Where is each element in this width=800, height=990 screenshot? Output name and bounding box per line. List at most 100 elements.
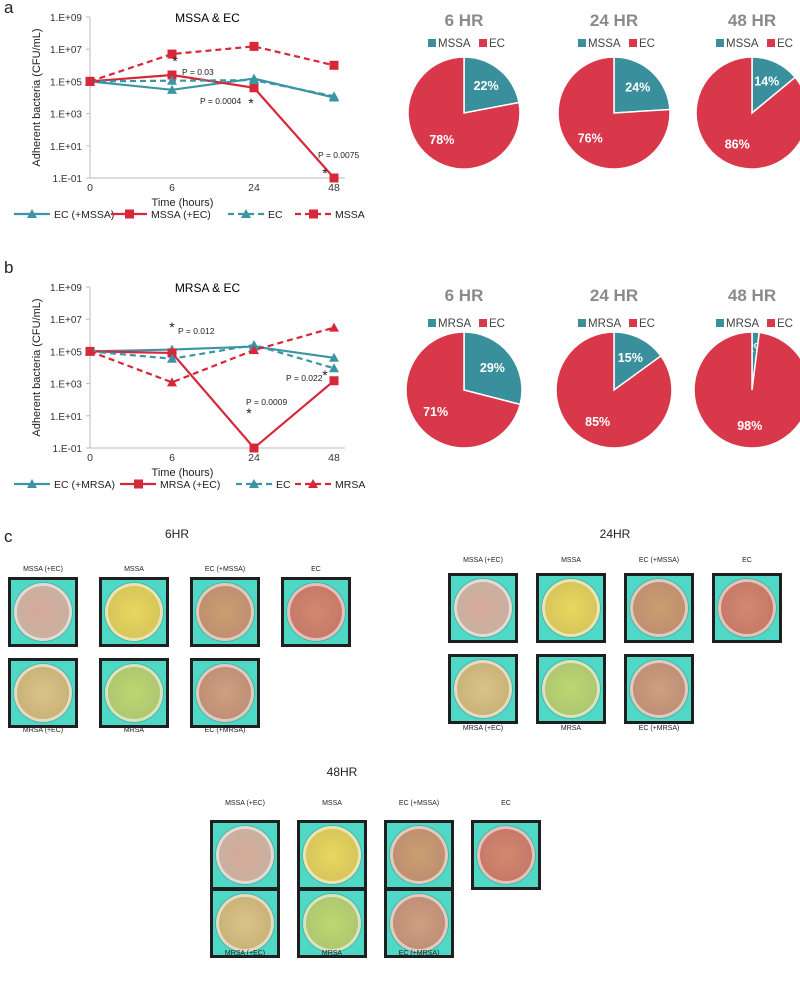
plate-photo xyxy=(281,577,351,647)
y-tick-label: 1.E-01 xyxy=(53,174,83,185)
legend-label: EC xyxy=(777,318,793,330)
legend-label: MSSA xyxy=(335,209,365,221)
legend-swatch xyxy=(428,319,436,327)
plate-photo xyxy=(297,888,367,958)
legend-marker xyxy=(27,479,37,488)
pie-row-mrsa-ec: 6 HR MRSA EC 29% 71% 24 HR MRSA EC 15% 85% 48 HR MR… xyxy=(405,286,800,449)
p-value-annotation: P = 0.022 xyxy=(286,373,323,383)
plate-label: EC (+MRSA) xyxy=(638,725,680,732)
y-tick-label: 1.E+05 xyxy=(50,77,82,88)
data-point xyxy=(249,75,259,85)
legend-marker xyxy=(241,209,251,218)
plate-group-title: 48HR xyxy=(326,765,358,779)
pie-data-label: 71% xyxy=(423,405,448,419)
plate-label: MSSA xyxy=(322,800,342,807)
pie-data-label: 22% xyxy=(474,79,499,93)
legend-label: EC xyxy=(639,318,655,330)
legend-marker xyxy=(309,209,318,219)
legend-swatch xyxy=(629,39,637,47)
plate-group-title: 6HR xyxy=(164,527,189,541)
plate-label: MRSA (+EC) xyxy=(462,725,504,732)
legend-label: MSSA xyxy=(438,38,471,50)
legend-label: MRSA xyxy=(335,479,365,491)
data-point xyxy=(85,346,95,356)
legend-label: EC xyxy=(268,209,283,221)
y-tick-label: 1.E+07 xyxy=(50,315,82,326)
x-tick-label: 0 xyxy=(87,452,93,464)
legend-label: EC (+MSSA) xyxy=(54,209,114,221)
x-tick-label: 48 xyxy=(328,182,340,194)
chart-title: MSSA & EC xyxy=(175,11,240,25)
significance-asterisk: * xyxy=(322,165,328,181)
data-point xyxy=(167,353,177,363)
plate-label: EC xyxy=(742,557,752,564)
data-point xyxy=(167,70,177,80)
legend-label: EC xyxy=(489,38,505,50)
pie-slice xyxy=(557,56,671,170)
plate-photo xyxy=(471,820,541,890)
pie-data-label: 78% xyxy=(429,133,454,147)
pie-slice xyxy=(695,56,800,170)
plate-label: MSSA (+EC) xyxy=(23,566,63,573)
legend-label: EC xyxy=(777,38,793,50)
pie-slice xyxy=(555,331,673,449)
y-tick-label: 1.E+03 xyxy=(50,110,82,121)
x-tick-label: 48 xyxy=(328,452,340,464)
legend-label: EC xyxy=(276,479,291,491)
data-point xyxy=(249,339,259,349)
series-line xyxy=(89,345,335,359)
plate-label: EC (+MSSA) xyxy=(638,557,680,564)
significance-asterisk: * xyxy=(248,95,254,111)
data-point xyxy=(329,173,339,183)
legend-label: MSSA xyxy=(726,38,759,50)
y-tick-label: 1.E+09 xyxy=(50,283,82,294)
series-line xyxy=(89,45,335,83)
legend-swatch xyxy=(479,319,487,327)
y-axis-label: Adherent bacteria (CFU/mL) xyxy=(31,298,43,436)
plate-photo xyxy=(384,820,454,890)
data-point xyxy=(167,75,177,85)
plate-photo xyxy=(384,888,454,958)
data-point xyxy=(329,91,339,101)
plate-label: MRSA xyxy=(560,725,582,732)
legend-swatch xyxy=(767,39,775,47)
p-value-annotation: P = 0.0009 xyxy=(246,397,287,407)
p-value-annotation: P = 0.012 xyxy=(178,326,215,336)
series-line xyxy=(89,350,335,450)
plate-label: MRSA (+EC) xyxy=(22,727,64,734)
x-tick-label: 24 xyxy=(248,452,260,464)
data-point xyxy=(329,322,339,332)
p-value-annotation: P = 0.03 xyxy=(182,67,214,77)
legend-marker xyxy=(249,479,259,488)
y-tick-label: 1.E+01 xyxy=(50,412,82,423)
legend-swatch xyxy=(629,319,637,327)
pie-title: 6 HR xyxy=(445,11,484,30)
plate-photo xyxy=(190,658,260,728)
series-line xyxy=(89,326,335,384)
legend-swatch xyxy=(716,319,724,327)
legend-label: MRSA (+EC) xyxy=(160,479,220,491)
data-point xyxy=(329,376,339,386)
data-point xyxy=(167,377,177,387)
plate-photo xyxy=(448,573,518,643)
significance-asterisk: * xyxy=(172,53,178,69)
plate-photo xyxy=(624,654,694,724)
series-line xyxy=(89,343,335,370)
legend-swatch xyxy=(479,39,487,47)
pie-row-mssa-ec: 6 HR MSSA EC 22% 78% 24 HR MSSA EC 24% 76% 48 HR MS… xyxy=(407,11,800,170)
panel-letter-a: a xyxy=(4,0,14,17)
pie-data-label: 14% xyxy=(754,75,779,89)
plate-photo xyxy=(448,654,518,724)
plate-photo xyxy=(210,820,280,890)
data-point xyxy=(329,352,339,362)
panel-letter-c: c xyxy=(4,527,13,546)
data-point xyxy=(167,84,177,94)
pie-slice xyxy=(405,331,522,449)
pie-title: 24 HR xyxy=(590,286,638,305)
significance-asterisk: * xyxy=(246,405,252,421)
plate-photo xyxy=(8,658,78,728)
plate-photo xyxy=(712,573,782,643)
plate-label: EC (+MSSA) xyxy=(204,566,246,573)
pie-data-label: 98% xyxy=(737,419,762,433)
plate-label: EC (+MRSA) xyxy=(204,727,246,734)
